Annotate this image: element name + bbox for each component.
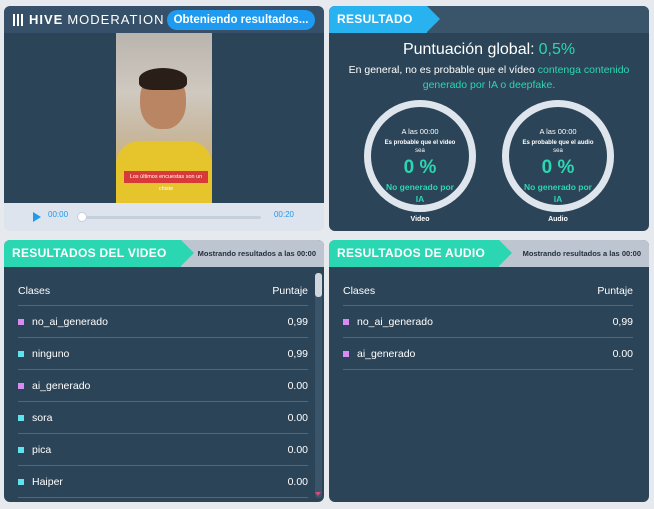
table-row: no_ai_generado 0,99 [18,306,308,338]
class-color-icon [18,478,24,485]
seek-track[interactable] [80,216,261,219]
gauge-line2: sea [553,148,563,154]
class-name: ai_generado [357,347,416,360]
audio-showing-text: Mostrando resultados a las 00:00 [522,249,641,258]
video-frame[interactable]: Los últimos encuestas son un chiste [116,33,212,203]
audio-results-header: RESULTADOS DE AUDIO [329,240,513,267]
class-color-icon [18,382,24,389]
class-cell: Haiper [18,476,63,488]
col-class-header: Clases [343,284,376,297]
col-score-header: Puntaje [272,284,308,297]
logo-bold: HIVE [29,12,64,27]
gauge-result: No generado por IA [385,182,454,204]
table-row: ninguno 0,99 [18,338,308,370]
class-name: no_ai_generado [357,315,433,328]
score-label: Puntuación global: [402,41,535,58]
summary-highlight: contenga contenido generado por IA o dee… [422,64,630,91]
video-results-header: RESULTADOS DEL VIDEO [4,240,194,267]
gauge-time: A las 00:00 [539,127,577,136]
time-total: 00:20 [273,210,294,219]
scroll-down-icon[interactable] [315,492,321,496]
gauge-result: No generado por IA [523,182,592,204]
video-gauge: A las 00:00 Es probable que el video sea… [364,100,476,212]
play-icon[interactable] [33,212,41,222]
table-header: Clases Puntaje [343,276,633,306]
audio-gauge: A las 00:00 Es probable que el audio sea… [502,100,614,212]
hair-shape [139,68,187,90]
class-cell: ai_generado [343,348,415,360]
class-color-icon [18,350,24,357]
class-cell: ninguno [18,348,69,360]
score-cell: 0,99 [287,347,308,360]
table-row: ai_generado 0.00 [18,370,308,402]
gauge-line1: Es probable que el video [384,140,456,146]
class-cell: ai_generado [18,380,90,392]
video-scrollbar-track[interactable] [315,273,322,498]
col-score-header: Puntaje [597,284,633,297]
class-name: no_ai_generado [32,315,108,328]
summary-text: En general, no es probable que el vídeo … [339,63,639,93]
video-rows: no_ai_generado 0,99 ninguno 0,99 ai_generado… [18,306,308,498]
result-header: RESULTADO [329,6,440,33]
class-cell: no_ai_generado [343,316,433,328]
video-caption: Los últimos encuestas son un chiste [124,171,208,192]
class-color-icon [18,318,24,325]
col-class-header: Clases [18,284,51,297]
table-header: Clases Puntaje [18,276,308,306]
score-cell: 0.00 [287,443,308,456]
class-name: ai_generado [32,379,91,392]
audio-results-table: Clases Puntaje no_ai_generado 0,99 ai_gene… [343,276,633,370]
gauge-time: A las 00:00 [401,127,439,136]
gauge-label-video: Video [410,216,430,223]
class-name: sora [32,411,53,424]
logo-rest: MODERATION [67,12,165,27]
table-row: Haiper 0.00 [18,466,308,498]
gauge-line1: Es probable que el audio [522,140,594,146]
gauge-label-audio: Audio [548,216,568,223]
score-cell: 0.00 [287,475,308,488]
hive-logo-icon [13,13,23,26]
table-row: no_ai_generado 0,99 [343,306,633,338]
table-row: pica 0.00 [18,434,308,466]
score-cell: 0,99 [612,315,633,328]
table-row: sora 0.00 [18,402,308,434]
class-color-icon [343,318,349,325]
class-color-icon [18,414,24,421]
audio-results-panel: RESULTADOS DE AUDIO Mostrando resultados… [329,240,649,502]
class-name: pica [32,443,52,456]
summary-plain: En general, no es probable que el vídeo [348,64,538,76]
video-player[interactable]: Los últimos encuestas son un chiste [4,33,324,203]
gauge-percent: 0 % [403,157,437,178]
result-panel: RESULTADO Puntuación global: 0,5% En gene… [329,6,649,231]
score-cell: 0.00 [612,347,633,360]
hive-logo: HIVE MODERATION [13,12,165,27]
time-current: 00:00 [48,210,69,219]
gauge-percent: 0 % [541,157,575,178]
score-cell: 0.00 [287,411,308,424]
seek-handle[interactable] [77,212,87,222]
video-topbar: HIVE MODERATION Obteniendo resultados... [4,6,324,33]
class-cell: sora [18,412,52,424]
video-results-table: Clases Puntaje no_ai_generado 0,99 ninguno… [18,276,308,498]
gauge-line2: sea [415,148,425,154]
class-color-icon [18,446,24,453]
status-pill: Obteniendo resultados... [167,10,315,30]
score-value: 0,5% [538,41,576,58]
video-results-panel: RESULTADOS DEL VIDEO Mostrando resultado… [4,240,324,502]
global-score: Puntuación global: 0,5% [329,41,649,59]
score-cell: 0.00 [287,379,308,392]
class-cell: pica [18,444,51,456]
table-row: ai_generado 0.00 [343,338,633,370]
video-scrollbar-thumb[interactable] [315,273,322,297]
player-controls: 00:00 00:20 [4,203,324,231]
video-showing-text: Mostrando resultados a las 00:00 [197,249,316,258]
score-cell: 0,99 [287,315,308,328]
class-color-icon [343,350,349,357]
class-cell: no_ai_generado [18,316,108,328]
audio-rows: no_ai_generado 0,99 ai_generado 0.00 [343,306,633,370]
class-name: Haiper [32,475,63,488]
class-name: ninguno [32,347,70,360]
video-panel: HIVE MODERATION Obteniendo resultados...… [4,6,324,231]
